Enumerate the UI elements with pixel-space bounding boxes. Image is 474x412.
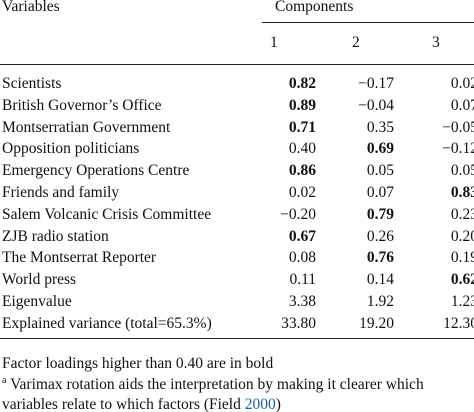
cell-value: 0.69 xyxy=(366,140,394,158)
cell-value: −0.12 xyxy=(442,140,474,158)
row-label: Explained variance (total=65.3%) xyxy=(2,314,212,332)
row-label: British Governor’s Office xyxy=(2,96,162,114)
cell-value: 0.20 xyxy=(450,227,474,245)
cell-value: −0.17 xyxy=(358,75,394,92)
row-label: Scientists xyxy=(2,75,62,92)
row-label: ZJB radio station xyxy=(2,227,109,245)
footnote: variables relate to which factors (Field… xyxy=(2,396,281,412)
row-label: Opposition politicians xyxy=(2,140,140,158)
cell-value: 0.19 xyxy=(450,249,474,267)
footnote: a Varimax rotation aids the interpretati… xyxy=(2,374,424,394)
cell-value: 0.05 xyxy=(366,162,394,180)
cell-value: 0.08 xyxy=(288,249,316,267)
cell-value: 0.79 xyxy=(366,205,394,223)
row-label: Salem Volcanic Crisis Committee xyxy=(2,205,212,223)
row-label: The Montserrat Reporter xyxy=(2,249,157,267)
row-label: World press xyxy=(2,271,77,289)
cell-value: 0.07 xyxy=(450,96,474,114)
footnote-text: variables relate to which factors (Field xyxy=(2,396,245,412)
cell-value: 0.62 xyxy=(450,271,474,289)
cell-value: 0.40 xyxy=(288,140,316,158)
row-label: Montserratian Government xyxy=(2,118,171,136)
cell-value: −0.04 xyxy=(358,96,394,114)
footnote-text: ) xyxy=(275,396,281,412)
column-header: Components xyxy=(275,0,354,15)
row-label: Friends and family xyxy=(2,184,120,201)
cell-value: 0.23 xyxy=(450,205,474,223)
cell-value: 0.05 xyxy=(450,162,474,180)
footnote-text: Varimax rotation aids the interpretation… xyxy=(10,376,424,393)
cell-value: 3.38 xyxy=(288,293,316,310)
column-header: Variables xyxy=(2,0,60,15)
cell-value: 1.92 xyxy=(366,293,394,310)
rule xyxy=(0,64,474,65)
cell-value: 12.30 xyxy=(443,314,474,332)
cell-value: 0.71 xyxy=(288,118,316,136)
cell-value: 0.11 xyxy=(289,271,316,289)
cell-value: 0.07 xyxy=(366,184,394,201)
cell-value: 1.23 xyxy=(450,293,474,310)
cell-value: 0.76 xyxy=(366,249,394,267)
component-number: 2 xyxy=(352,34,360,51)
rule xyxy=(0,338,474,339)
footnote-mark: a xyxy=(2,374,7,386)
rule xyxy=(262,22,474,23)
cell-value: 0.86 xyxy=(288,162,316,180)
row-label: Eigenvalue xyxy=(2,293,72,310)
cell-value: 0.02 xyxy=(450,75,474,92)
cell-value: 0.67 xyxy=(288,227,316,245)
cell-value: 19.20 xyxy=(359,314,394,332)
cell-value: 0.82 xyxy=(288,75,316,92)
component-number: 3 xyxy=(432,34,440,51)
cell-value: 0.35 xyxy=(366,118,394,136)
cell-value: 0.89 xyxy=(288,96,316,114)
cell-value: 0.02 xyxy=(288,184,316,201)
footnote: Factor loadings higher than 0.40 are in … xyxy=(2,355,274,372)
component-number: 1 xyxy=(270,34,278,51)
cell-value: 0.14 xyxy=(366,271,394,289)
row-label: Emergency Operations Centre xyxy=(2,162,190,180)
cell-value: −0.05 xyxy=(442,118,474,136)
cell-value: 0.83 xyxy=(450,184,474,201)
cell-value: 33.80 xyxy=(281,314,316,332)
citation-link[interactable]: 2000 xyxy=(244,396,276,412)
cell-value: 0.26 xyxy=(366,227,394,245)
cell-value: −0.20 xyxy=(280,205,316,223)
